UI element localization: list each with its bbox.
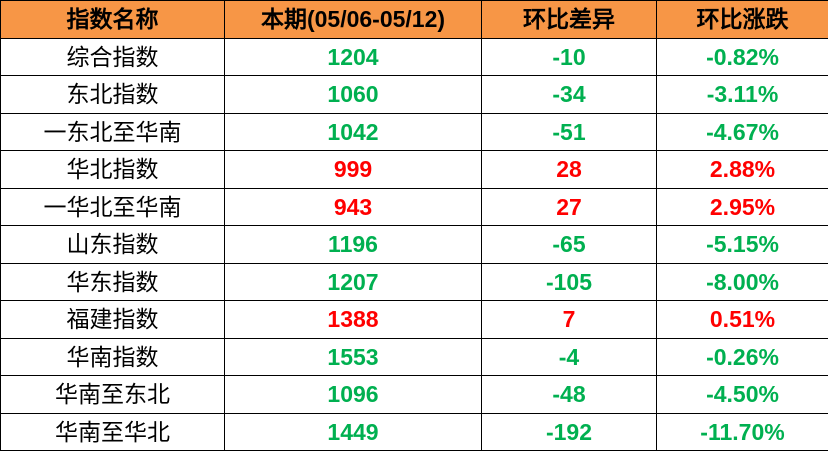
header-current-period: 本期(05/06-05/12) [224, 0, 482, 39]
diff-value: -10 [481, 37, 657, 76]
pct-change: 2.95% [656, 187, 828, 226]
table-row: 山东指数 1196 -65 -5.15% [0, 225, 828, 264]
diff-value: 27 [481, 187, 657, 226]
pct-change: -0.82% [656, 37, 828, 76]
pct-change: 2.88% [656, 150, 828, 189]
index-name: 一华北至华南 [0, 187, 225, 226]
diff-value: 28 [481, 150, 657, 189]
diff-value: -192 [481, 412, 657, 451]
pct-change: -3.11% [656, 75, 828, 114]
table-row: 一华北至华南 943 27 2.95% [0, 187, 828, 226]
diff-value: -4 [481, 337, 657, 376]
pct-change: -4.50% [656, 375, 828, 414]
index-name: 华东指数 [0, 262, 225, 301]
diff-value: -105 [481, 262, 657, 301]
index-name: 东北指数 [0, 75, 225, 114]
current-value: 1207 [224, 262, 482, 301]
table-row: 华南指数 1553 -4 -0.26% [0, 337, 828, 376]
header-index-name: 指数名称 [0, 0, 225, 39]
table-row: 东北指数 1060 -34 -3.11% [0, 75, 828, 114]
current-value: 1060 [224, 75, 482, 114]
index-name: 华北指数 [0, 150, 225, 189]
diff-value: -48 [481, 375, 657, 414]
current-value: 1388 [224, 300, 482, 339]
table-row: 华北指数 999 28 2.88% [0, 150, 828, 189]
diff-value: 7 [481, 300, 657, 339]
current-value: 1449 [224, 412, 482, 451]
index-name: 华南指数 [0, 337, 225, 376]
current-value: 999 [224, 150, 482, 189]
table-row: 综合指数 1204 -10 -0.82% [0, 37, 828, 76]
table-row: 华东指数 1207 -105 -8.00% [0, 262, 828, 301]
pct-change: -5.15% [656, 225, 828, 264]
table-row: 华南至华北 1449 -192 -11.70% [0, 412, 828, 451]
diff-value: -51 [481, 112, 657, 151]
index-name: 一东北至华南 [0, 112, 225, 151]
diff-value: -34 [481, 75, 657, 114]
header-diff: 环比差异 [481, 0, 657, 39]
current-value: 1204 [224, 37, 482, 76]
current-value: 1196 [224, 225, 482, 264]
index-name: 山东指数 [0, 225, 225, 264]
table-row: 一东北至华南 1042 -51 -4.67% [0, 112, 828, 151]
diff-value: -65 [481, 225, 657, 264]
table-row: 华南至东北 1096 -48 -4.50% [0, 375, 828, 414]
current-value: 1553 [224, 337, 482, 376]
index-name: 华南至东北 [0, 375, 225, 414]
pct-change: -0.26% [656, 337, 828, 376]
header-pct-change: 环比涨跌 [656, 0, 828, 39]
current-value: 1096 [224, 375, 482, 414]
header-row: 指数名称 本期(05/06-05/12) 环比差异 环比涨跌 [0, 0, 828, 39]
pct-change: -4.67% [656, 112, 828, 151]
pct-change: -8.00% [656, 262, 828, 301]
pct-change: 0.51% [656, 300, 828, 339]
current-value: 1042 [224, 112, 482, 151]
table-row: 福建指数 1388 7 0.51% [0, 300, 828, 339]
current-value: 943 [224, 187, 482, 226]
index-name: 福建指数 [0, 300, 225, 339]
index-name: 综合指数 [0, 37, 225, 76]
index-name: 华南至华北 [0, 412, 225, 451]
pct-change: -11.70% [656, 412, 828, 451]
